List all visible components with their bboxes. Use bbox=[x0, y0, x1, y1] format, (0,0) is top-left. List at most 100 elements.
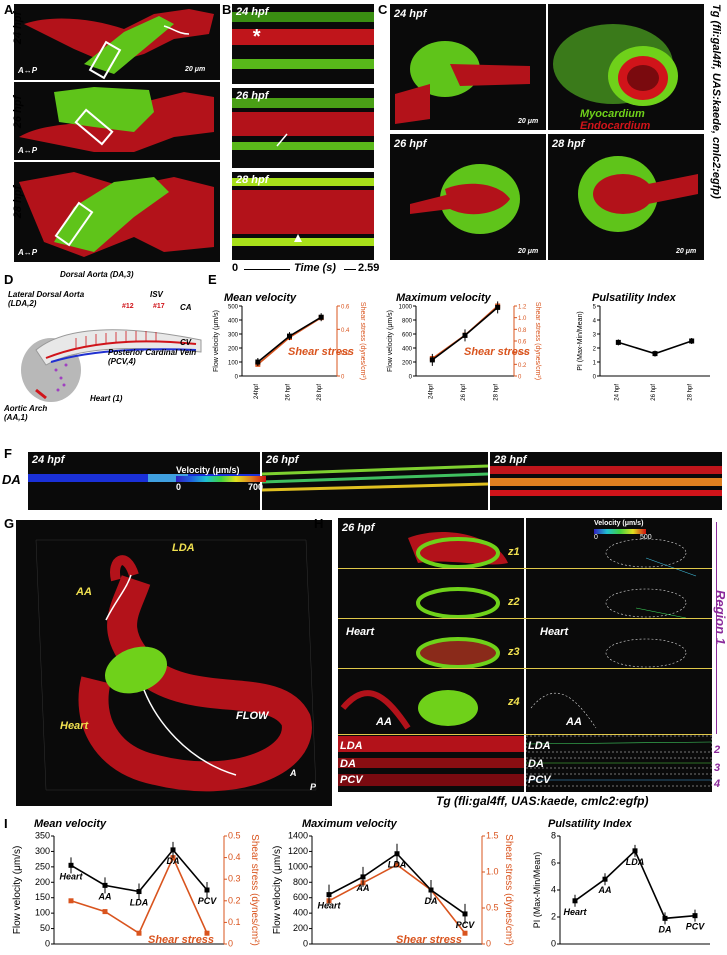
y-tick-label: 4 bbox=[551, 885, 556, 895]
category-label: PCV bbox=[456, 920, 476, 930]
series-flow-point bbox=[68, 862, 74, 868]
y-tick-label: 0 bbox=[235, 375, 239, 381]
y2-axis-label: Shear stress (dynes/cm²) bbox=[249, 834, 260, 946]
series-shear-point bbox=[102, 909, 108, 915]
y-axis-label: Flow velocity (μm/s) bbox=[272, 846, 283, 935]
panel-i-shear-1: Shear stress bbox=[148, 934, 215, 946]
panel-letter-a: A bbox=[4, 2, 14, 17]
panel-g-lda: LDA bbox=[172, 542, 195, 554]
panel-b-time-26: 26 hpf bbox=[236, 90, 269, 102]
panel-f-image-28 bbox=[490, 452, 722, 510]
panel-f-velocity-label: Velocity (μm/s) bbox=[176, 465, 240, 475]
panel-i-title-3: Pulsatility Index bbox=[548, 818, 632, 830]
panel-h-da-left: DA bbox=[340, 758, 356, 770]
panel-d-heart: Heart (1) bbox=[90, 394, 123, 403]
panel-c-image-24 bbox=[390, 4, 546, 130]
y2-axis-label: Shear stress (dynes/cm²) bbox=[359, 302, 366, 380]
panel-h-aa-right: AA bbox=[566, 716, 582, 728]
y-axis-label: PI (Max-Min/Mean) bbox=[532, 852, 542, 929]
series-flow-point bbox=[462, 911, 468, 917]
y-tick-label: 800 bbox=[293, 877, 308, 887]
panel-h-divider-4 bbox=[338, 734, 712, 735]
chart-i-mean: 0 50 100 150 200 250 300 350 0 0.1 0.2 0.3 0.4 0.5 Hea… bbox=[12, 831, 260, 949]
series-shear-point bbox=[394, 862, 400, 868]
panel-h-region-3: 3 bbox=[714, 762, 721, 774]
panel-b-axis-line-2 bbox=[344, 269, 356, 270]
y2-tick-label: 0 bbox=[228, 939, 233, 949]
series-flow-point bbox=[326, 892, 332, 898]
panel-b-star: * bbox=[252, 26, 260, 48]
x-tick-label: 26 hpf bbox=[651, 384, 657, 401]
panel-g-axis-p: P bbox=[310, 782, 317, 792]
panel-d-dorsal-aorta: Dorsal Aorta (DA,3) bbox=[60, 270, 134, 279]
series-flow-point bbox=[662, 915, 668, 921]
panel-d-cv: CV bbox=[180, 338, 192, 347]
category-label: DA bbox=[167, 856, 180, 866]
y-tick-label: 150 bbox=[35, 892, 50, 902]
category-label: Heart bbox=[59, 871, 83, 881]
y-tick-label: 600 bbox=[402, 333, 413, 339]
y-tick-label: 2 bbox=[551, 912, 556, 922]
y-tick-label: 50 bbox=[40, 923, 50, 933]
panel-c-genotype: Tg (fli:gal4ff, UAS:kaede, cmlc2:egfp) bbox=[710, 4, 722, 199]
y-axis-label: Flow velocity (μm/s) bbox=[387, 310, 394, 372]
panel-h-right-image bbox=[526, 518, 712, 792]
panel-letter-c: C bbox=[378, 2, 388, 17]
panel-h-velocity-label: Velocity (μm/s) bbox=[594, 520, 644, 527]
y2-axis-label: Shear stress (dynes/cm²) bbox=[503, 834, 514, 946]
panel-c-legend-myocardium: Myocardium bbox=[580, 108, 645, 120]
panel-b-axis-end: 2.59 bbox=[358, 262, 380, 274]
y2-tick-label: 0.6 bbox=[341, 305, 350, 311]
panel-c-scale-2: 20 μm bbox=[518, 248, 539, 255]
y-tick-label: 1000 bbox=[288, 861, 308, 871]
panel-c-scale-1: 20 μm bbox=[518, 118, 539, 125]
y-tick-label: 600 bbox=[293, 892, 308, 902]
y2-tick-label: 0.6 bbox=[518, 340, 527, 346]
y-tick-label: 1200 bbox=[288, 846, 308, 856]
y-tick-label: 0 bbox=[593, 375, 597, 381]
panel-c-time-28: 28 hpf bbox=[552, 138, 585, 150]
y-axis-label: PI (Max-Min/Mean) bbox=[577, 311, 584, 371]
panel-h-colorbar bbox=[594, 529, 646, 534]
panel-b-kymo-28 bbox=[232, 172, 374, 260]
y2-tick-label: 1.0 bbox=[486, 867, 499, 877]
panel-h-lda-right: LDA bbox=[528, 740, 551, 752]
panel-b-axis-start: 0 bbox=[232, 262, 239, 274]
y-tick-label: 0 bbox=[551, 939, 556, 949]
y-tick-label: 500 bbox=[228, 305, 239, 311]
series-flow-point bbox=[615, 339, 621, 345]
panel-i-title-1: Mean velocity bbox=[34, 818, 107, 830]
panel-a-axis-1: A↔P bbox=[18, 66, 38, 75]
panel-g-flow: FLOW bbox=[236, 710, 269, 722]
series-flow-point bbox=[170, 847, 176, 853]
panel-e-title-2: Maximum velocity bbox=[396, 292, 491, 304]
panel-i-title-2: Maximum velocity bbox=[302, 818, 397, 830]
panel-i-shear-2: Shear stress bbox=[396, 934, 463, 946]
series-shear-point bbox=[462, 930, 468, 936]
panel-a-scale: 20 μm bbox=[185, 66, 206, 73]
x-tick-label: 24hpf bbox=[254, 384, 260, 399]
panel-h-region-bar bbox=[716, 522, 717, 734]
series-flow-point bbox=[318, 314, 324, 320]
series-shear-point bbox=[136, 930, 142, 936]
panel-h-time: 26 hpf bbox=[342, 522, 375, 534]
series-shear-point bbox=[204, 930, 210, 936]
panel-c-time-24: 24 hpf bbox=[394, 8, 427, 20]
y-tick-label: 350 bbox=[35, 831, 50, 841]
series-shear-point bbox=[68, 898, 74, 904]
panel-e-title-3: Pulsatility Index bbox=[592, 292, 676, 304]
panel-letter-f: F bbox=[4, 446, 12, 461]
panel-h-heart-right: Heart bbox=[540, 626, 569, 638]
category-label: AA bbox=[356, 883, 370, 893]
category-label: DA bbox=[659, 924, 672, 934]
x-tick-label: 24hpf bbox=[428, 384, 434, 399]
panel-c-image-28 bbox=[548, 134, 704, 260]
y2-tick-label: 1.2 bbox=[518, 305, 527, 311]
y-tick-label: 250 bbox=[35, 861, 50, 871]
panel-f-image-26 bbox=[262, 452, 488, 510]
panel-h-region-4: 4 bbox=[714, 778, 721, 790]
y2-axis-label: Shear stress (dynes/cm²) bbox=[534, 302, 541, 380]
panel-h-z1: z1 bbox=[508, 546, 520, 558]
panel-g-axis-a: A bbox=[290, 768, 297, 778]
panel-letter-b: B bbox=[222, 2, 232, 17]
